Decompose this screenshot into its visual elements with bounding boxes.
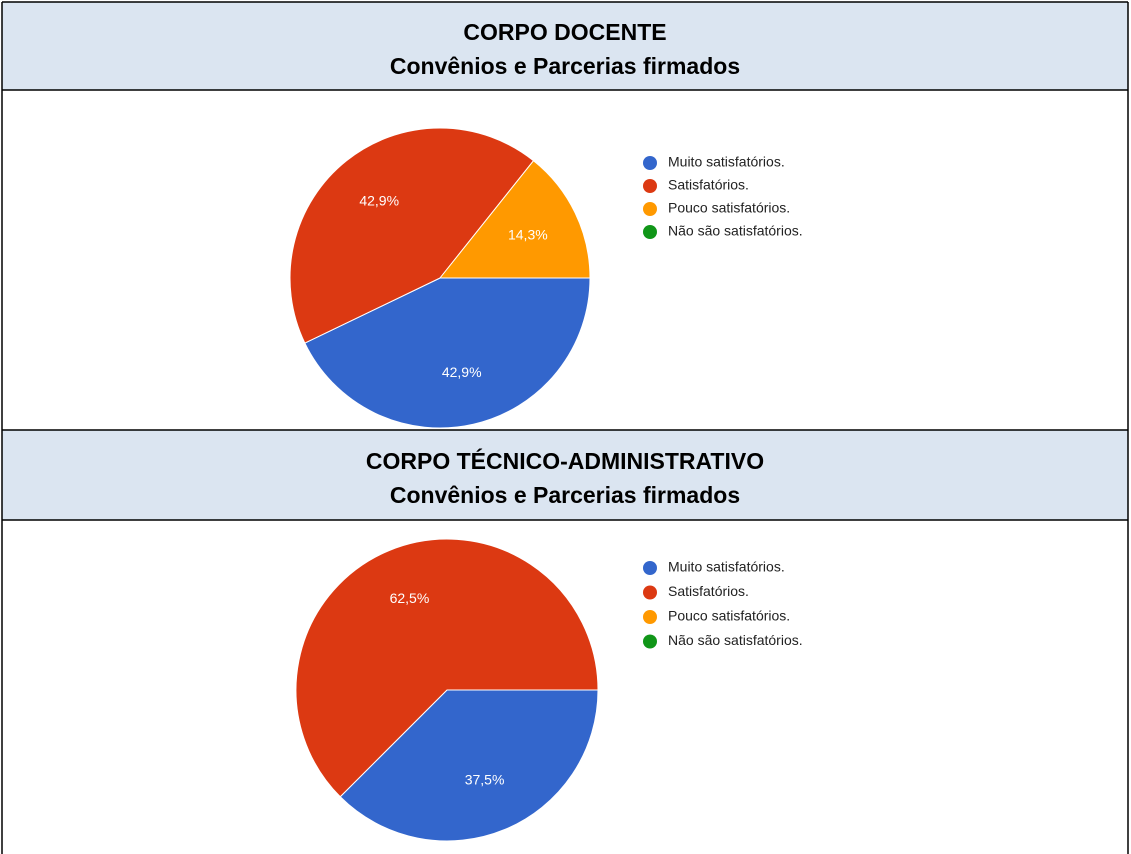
header-subtitle: Convênios e Parcerias firmados [390, 482, 740, 508]
header-title: CORPO DOCENTE [463, 19, 666, 45]
legend-label: Não são satisfatórios. [668, 632, 803, 648]
slice-label: 42,9% [359, 192, 399, 208]
legend-marker [643, 156, 657, 170]
header-title: CORPO TÉCNICO-ADMINISTRATIVO [366, 447, 764, 474]
legend-marker [643, 585, 657, 600]
header-subtitle: Convênios e Parcerias firmados [390, 53, 740, 79]
legend-label: Muito satisfatórios. [668, 559, 785, 575]
header-cell [2, 2, 1128, 90]
legend-marker [643, 225, 657, 239]
legend-marker [643, 179, 657, 193]
slice-label: 37,5% [465, 771, 505, 787]
slice-label: 42,9% [442, 364, 482, 380]
legend-label: Não são satisfatórios. [668, 223, 803, 239]
pie-slice [304, 277, 591, 429]
legend-label: Pouco satisfatórios. [668, 608, 790, 624]
pie-slice [339, 689, 599, 842]
legend-label: Satisfatórios. [668, 177, 749, 193]
pie-slice [289, 127, 535, 344]
legend-marker [643, 634, 657, 649]
legend-marker [643, 202, 657, 216]
pie-slice [438, 160, 591, 279]
legend-label: Muito satisfatórios. [668, 154, 785, 170]
header-cell [2, 430, 1128, 520]
legend-label: Pouco satisfatórios. [668, 200, 790, 216]
legend-marker [643, 561, 657, 575]
slice-label: 62,5% [390, 590, 430, 606]
slice-label: 14,3% [508, 226, 548, 242]
legend-label: Satisfatórios. [668, 583, 749, 599]
legend-marker [643, 610, 657, 624]
pie-slice [295, 538, 599, 798]
